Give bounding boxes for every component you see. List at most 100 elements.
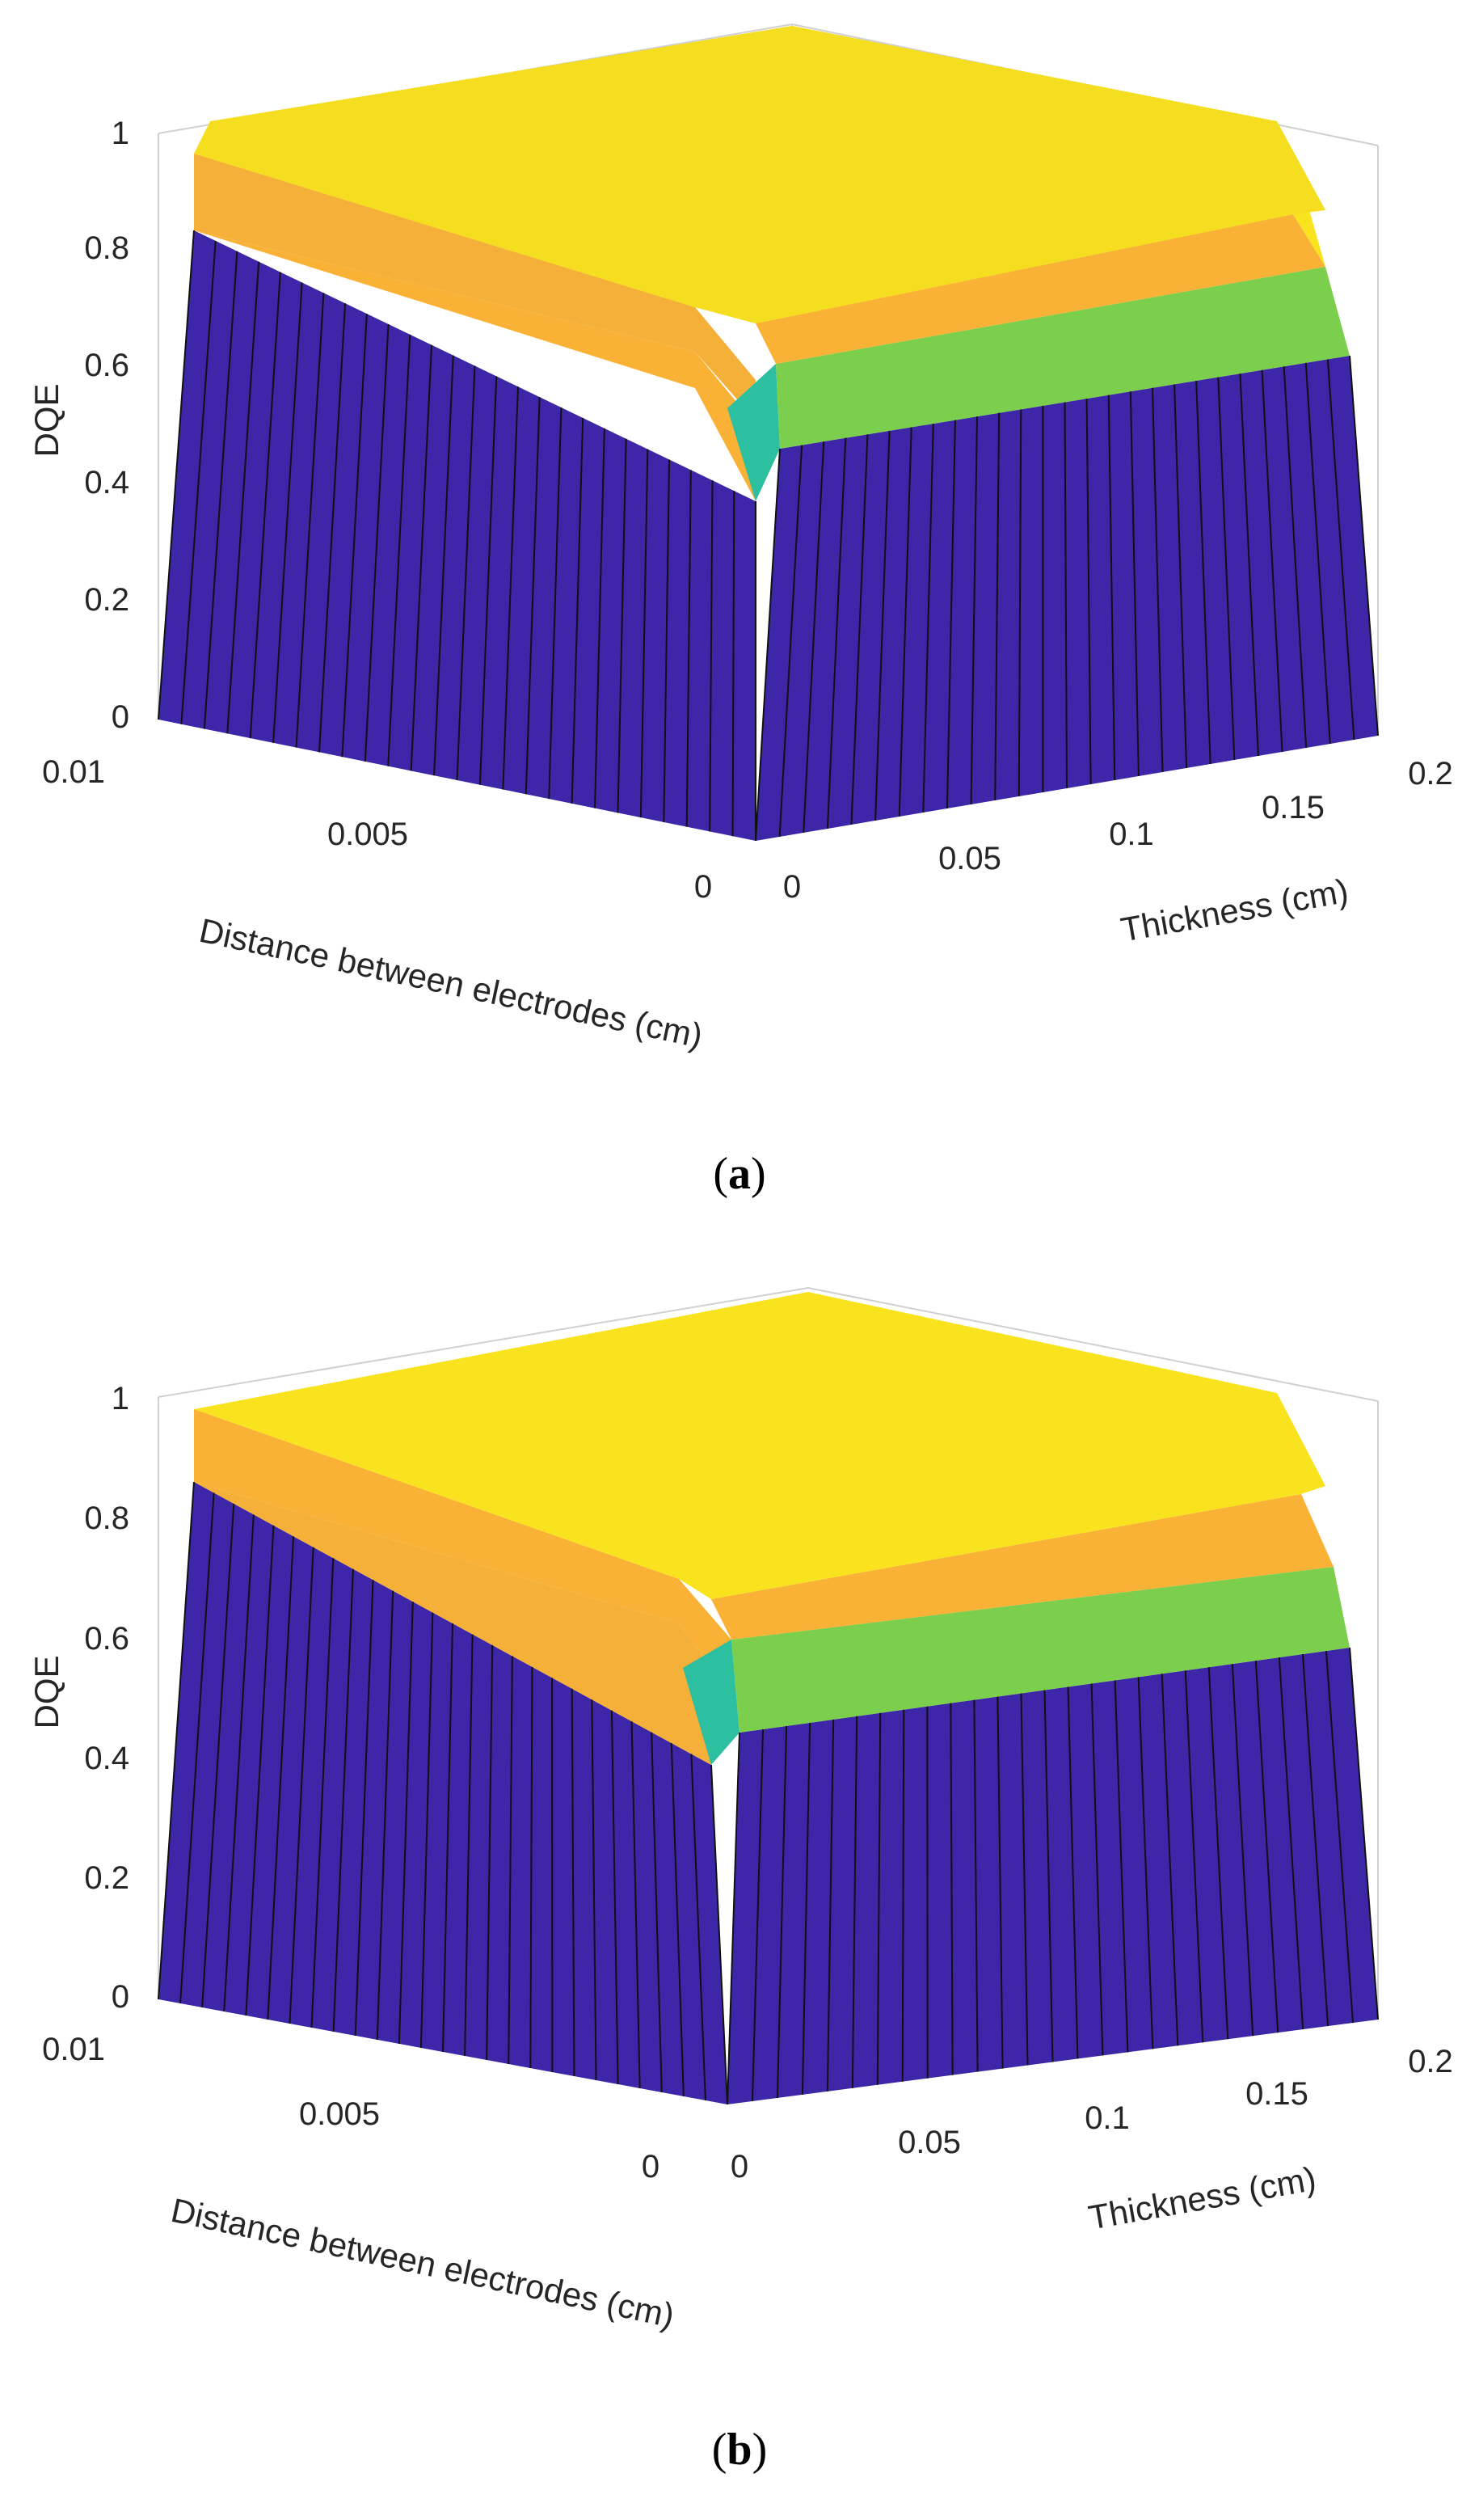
x-tick-0-01: 0.01 (42, 754, 105, 790)
mesh-line-left (398, 1602, 414, 2045)
panel-caption-b: (b) (712, 2425, 767, 2475)
z-tick-0: 0 (112, 699, 129, 735)
mesh-line-right (973, 1699, 979, 2072)
mesh-line-right (876, 1712, 882, 2085)
panel-a: 0 0.2 0.4 0.6 0.8 1 DQE 0.01 0.005 0 Dis… (27, 23, 1453, 1199)
z-tick-0-4: 0.4 (84, 465, 129, 500)
left-band-orange (194, 230, 780, 501)
mesh-line-left (651, 1732, 663, 2093)
y-axis-label: Thickness (cm) (1118, 872, 1351, 949)
mesh-line-left (548, 407, 563, 800)
back-top-left-edge (158, 1287, 809, 1398)
right-band-green (776, 267, 1350, 449)
mesh-line-right (1278, 1657, 1304, 2030)
z-axis: 0 0.2 0.4 0.6 0.8 1 DQE (27, 116, 129, 735)
mesh-line-right (1114, 1680, 1129, 2053)
mesh-line-left (525, 397, 541, 795)
mesh-line-left (158, 1481, 195, 2000)
left-wall (158, 1482, 727, 2104)
mesh-line-left (332, 1568, 354, 2032)
mesh-line-left (685, 470, 692, 827)
mesh-line-right (997, 1696, 1004, 2069)
mesh-line-left (223, 1514, 255, 2012)
z-axis: 0 0.2 0.4 0.6 0.8 1 DQE (27, 1381, 129, 2015)
mesh-line-right (1239, 374, 1259, 757)
mesh-line-left (442, 1623, 453, 2053)
mesh-line-right (1129, 391, 1140, 777)
x-tick-0-005: 0.005 (327, 817, 408, 852)
y-tick-0-05: 0.05 (938, 841, 1001, 876)
mesh-line-right (1018, 409, 1022, 797)
box-frame (158, 1287, 1379, 2020)
mesh-line-right (1326, 359, 1355, 741)
mesh-line-left (318, 303, 347, 753)
y-tick-0: 0 (783, 869, 801, 905)
mesh-line-right (994, 412, 1001, 801)
mesh-line-left (376, 1590, 394, 2041)
mesh-line-left (502, 386, 519, 790)
mesh-line-right (803, 441, 825, 834)
mesh-line-left (571, 1688, 575, 2077)
mesh-line-right (1085, 399, 1092, 785)
x-tick-0-01: 0.01 (42, 2032, 105, 2067)
y-axis-label: Thickness (cm) (1085, 2159, 1319, 2237)
mesh-line-left (410, 344, 433, 771)
mesh-line-right (898, 427, 912, 817)
mesh-line-left (180, 240, 217, 724)
mesh-line-right (1174, 384, 1188, 769)
mesh-line-left (663, 459, 671, 822)
mesh-line-right (1349, 1647, 1379, 2020)
right-band-green (731, 1567, 1350, 1733)
mesh-line-left (249, 272, 281, 739)
mesh-line-left (617, 438, 627, 813)
surface-group (158, 1292, 1378, 2104)
mesh-line-left (709, 480, 714, 832)
mesh-line-right (1195, 380, 1211, 765)
x-axis-label: Distance between electrodes (cm) (168, 2191, 678, 2335)
mesh-line-left (295, 293, 325, 748)
mesh-line-left (158, 230, 195, 720)
mesh-line-left (354, 1580, 374, 2037)
left-wall (158, 230, 756, 841)
mesh-line-left (456, 365, 476, 781)
right-wall (727, 1648, 1378, 2104)
mesh-line-right (778, 445, 803, 838)
z-axis-label: DQE (27, 383, 65, 457)
z-axis-label: DQE (27, 1655, 65, 1729)
mesh-line-left (364, 323, 390, 762)
z-tick-0-8: 0.8 (84, 1501, 129, 1536)
y-tick-0-2: 0.2 (1408, 2044, 1453, 2079)
y-tick-0-05: 0.05 (898, 2125, 961, 2160)
corner-teal (683, 1640, 740, 1765)
x-tick-0: 0 (642, 2149, 659, 2184)
mesh-line-right (776, 1725, 788, 2098)
mesh-line-left (639, 449, 649, 818)
mesh-line-left (594, 428, 605, 808)
z-tick-0-6: 0.6 (84, 348, 129, 383)
left-band-orange-2 (194, 154, 756, 420)
mesh-line-right (901, 1709, 905, 2082)
z-tick-0: 0 (112, 1979, 129, 2015)
mesh-line-right (1161, 1674, 1179, 2046)
mesh-line-right (801, 1722, 811, 2095)
mesh-line-left (419, 1612, 434, 2049)
mesh-line-right (1231, 1664, 1254, 2037)
top-surface-back (194, 26, 1325, 323)
z-tick-0-2: 0.2 (84, 582, 129, 618)
mesh-line-left (571, 417, 584, 804)
mesh-line-right (1349, 355, 1379, 737)
mesh-line-left (630, 1721, 641, 2089)
mesh-line-right (1254, 1661, 1279, 2033)
mesh-line-right (950, 1703, 954, 2075)
mesh-line-right (1067, 1686, 1079, 2059)
y-tick-0-1: 0.1 (1085, 2100, 1130, 2136)
y-tick-0-2: 0.2 (1408, 756, 1453, 791)
y-tick-0-15: 0.15 (1262, 790, 1325, 825)
mesh-line-right (946, 420, 956, 809)
mesh-line-left (201, 1503, 235, 2008)
mesh-line-left (710, 1764, 728, 2105)
surface-chart-b: 0 0.2 0.4 0.6 0.8 1 DQE 0.01 0.005 0 Dis… (27, 1287, 1453, 2475)
mesh-line-right (1107, 395, 1116, 781)
corner-teal (727, 364, 780, 501)
mesh-line-right (1043, 1690, 1054, 2062)
